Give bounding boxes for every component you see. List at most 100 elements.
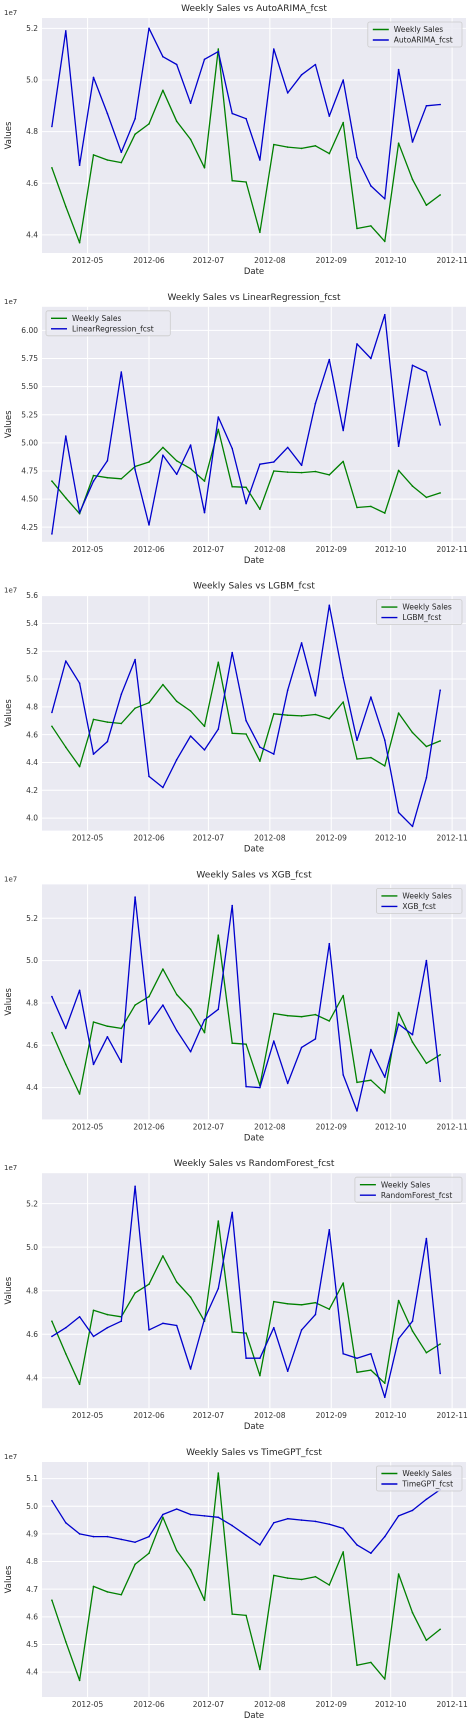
data-point-weekly-sales: [286, 1014, 289, 1017]
data-point-weekly-sales: [328, 1020, 331, 1022]
y-tick-label: 5.0: [26, 675, 38, 684]
data-point-weekly-sales: [120, 1027, 123, 1030]
y-tick-label: 5.0: [26, 1502, 38, 1511]
y-tick-label: 6.00: [21, 326, 38, 335]
y-tick-label: 4.50: [21, 495, 38, 504]
x-tick-label: 2012-09: [316, 1122, 348, 1131]
data-point-autoarima-fcst: [411, 141, 414, 143]
data-point-autoarima-fcst: [384, 198, 386, 200]
chart-panel-6: Weekly Sales vs TimeGPT_fcst 1e7 4.4 4.5 4.6…: [4, 1448, 468, 1721]
data-point-weekly-sales: [397, 712, 400, 714]
data-point-xgb-fcst: [259, 1086, 261, 1089]
data-point-lgbm-fcst: [175, 758, 178, 761]
data-point-xgb-fcst: [51, 995, 53, 998]
data-point-lgbm-fcst: [51, 711, 53, 714]
legend-entry: Weekly Sales: [394, 25, 444, 34]
data-point-autoarima-fcst: [92, 76, 95, 79]
data-point-weekly-sales: [328, 152, 331, 155]
data-point-randomforest-fcst: [78, 1316, 81, 1318]
data-point-linearregression-fcst: [78, 511, 81, 514]
data-point-weekly-sales: [217, 661, 220, 664]
data-point-weekly-sales: [203, 1599, 206, 1601]
data-point-autoarima-fcst: [245, 117, 247, 120]
x-tick-label: 2012-09: [316, 1700, 348, 1709]
data-point-xgb-fcst: [425, 959, 428, 962]
x-tick-label: 2012-10: [375, 1411, 407, 1420]
x-axis-label: Date: [244, 1422, 264, 1432]
data-point-weekly-sales: [300, 715, 303, 717]
data-point-lgbm-fcst: [314, 694, 317, 697]
data-point-weekly-sales: [92, 1585, 95, 1588]
data-point-weekly-sales: [189, 1296, 192, 1298]
legend-entry: Weekly Sales: [381, 1180, 431, 1189]
data-point-xgb-fcst: [78, 989, 81, 992]
data-point-linearregression-fcst: [92, 480, 95, 482]
data-point-timegpt-fcst: [370, 1552, 372, 1554]
data-point-weekly-sales: [106, 476, 109, 479]
data-point-weekly-sales: [314, 145, 317, 147]
y-tick-label: 4.4: [26, 1083, 38, 1092]
data-point-timegpt-fcst: [65, 1522, 67, 1524]
chart-title: Weekly Sales vs AutoARIMA_fcst: [181, 4, 327, 14]
data-point-weekly-sales: [106, 1025, 109, 1027]
data-point-lgbm-fcst: [203, 749, 206, 751]
y-axis-label: Values: [4, 410, 14, 438]
x-tick-label: 2012-10: [375, 545, 407, 554]
data-point-weekly-sales: [397, 142, 400, 144]
data-point-lgbm-fcst: [217, 728, 220, 730]
x-tick-label: 2012-11: [436, 1122, 468, 1131]
legend-box: [354, 1176, 463, 1203]
data-point-weekly-sales: [370, 756, 372, 759]
data-point-linearregression-fcst: [384, 313, 386, 316]
data-point-linearregression-fcst: [120, 371, 123, 373]
data-point-lgbm-fcst: [328, 604, 331, 607]
data-point-weekly-sales: [259, 1374, 261, 1377]
data-point-weekly-sales: [273, 470, 275, 472]
data-point-linearregression-fcst: [245, 502, 247, 505]
x-tick-label: 2012-06: [133, 256, 165, 265]
data-point-weekly-sales: [384, 765, 386, 767]
data-point-weekly-sales: [245, 733, 247, 735]
data-point-weekly-sales: [273, 1012, 275, 1015]
data-point-randomforest-fcst: [384, 1396, 386, 1399]
data-point-randomforest-fcst: [189, 1368, 192, 1370]
data-point-weekly-sales: [148, 1283, 150, 1285]
data-point-weekly-sales: [286, 1303, 289, 1305]
data-point-weekly-sales: [245, 181, 247, 183]
data-point-weekly-sales: [439, 740, 442, 742]
plot-area: [42, 1462, 466, 1697]
x-tick-label: 2012-05: [72, 834, 104, 843]
data-point-weekly-sales: [106, 721, 109, 723]
data-point-xgb-fcst: [217, 1008, 220, 1011]
data-point-xgb-fcst: [134, 896, 136, 898]
data-point-randomforest-fcst: [259, 1357, 261, 1359]
data-point-weekly-sales: [120, 478, 123, 480]
data-point-timegpt-fcst: [342, 1527, 345, 1530]
data-point-timegpt-fcst: [51, 1499, 53, 1502]
y-tick-label: 4.6: [26, 730, 38, 739]
data-point-weekly-sales: [92, 1309, 95, 1312]
data-point-linearregression-fcst: [342, 429, 345, 432]
data-point-autoarima-fcst: [397, 68, 400, 71]
x-tick-label: 2012-10: [375, 256, 407, 265]
data-point-weekly-sales: [148, 461, 150, 463]
data-point-weekly-sales: [384, 1382, 386, 1384]
data-point-weekly-sales: [356, 227, 358, 230]
chart-title: Weekly Sales vs XGB_fcst: [196, 870, 312, 880]
data-point-lgbm-fcst: [231, 651, 233, 654]
legend-entry: Weekly Sales: [402, 892, 452, 901]
data-point-weekly-sales: [286, 714, 289, 716]
data-point-weekly-sales: [134, 1563, 136, 1566]
y-tick-label: 4.2: [26, 786, 38, 795]
data-point-timegpt-fcst: [203, 1515, 206, 1517]
x-tick-label: 2012-05: [72, 1700, 104, 1709]
chart-panel-2: Weekly Sales vs LinearRegression_fcst 1e7…: [4, 293, 468, 566]
data-point-linearregression-fcst: [217, 416, 220, 418]
data-point-lgbm-fcst: [300, 642, 303, 644]
data-point-randomforest-fcst: [148, 1329, 150, 1331]
data-point-weekly-sales: [189, 1008, 192, 1011]
y-tick-label: 5.2: [26, 24, 38, 33]
data-point-linearregression-fcst: [51, 533, 53, 535]
data-point-xgb-fcst: [106, 1036, 109, 1038]
data-point-weekly-sales: [217, 1472, 220, 1474]
